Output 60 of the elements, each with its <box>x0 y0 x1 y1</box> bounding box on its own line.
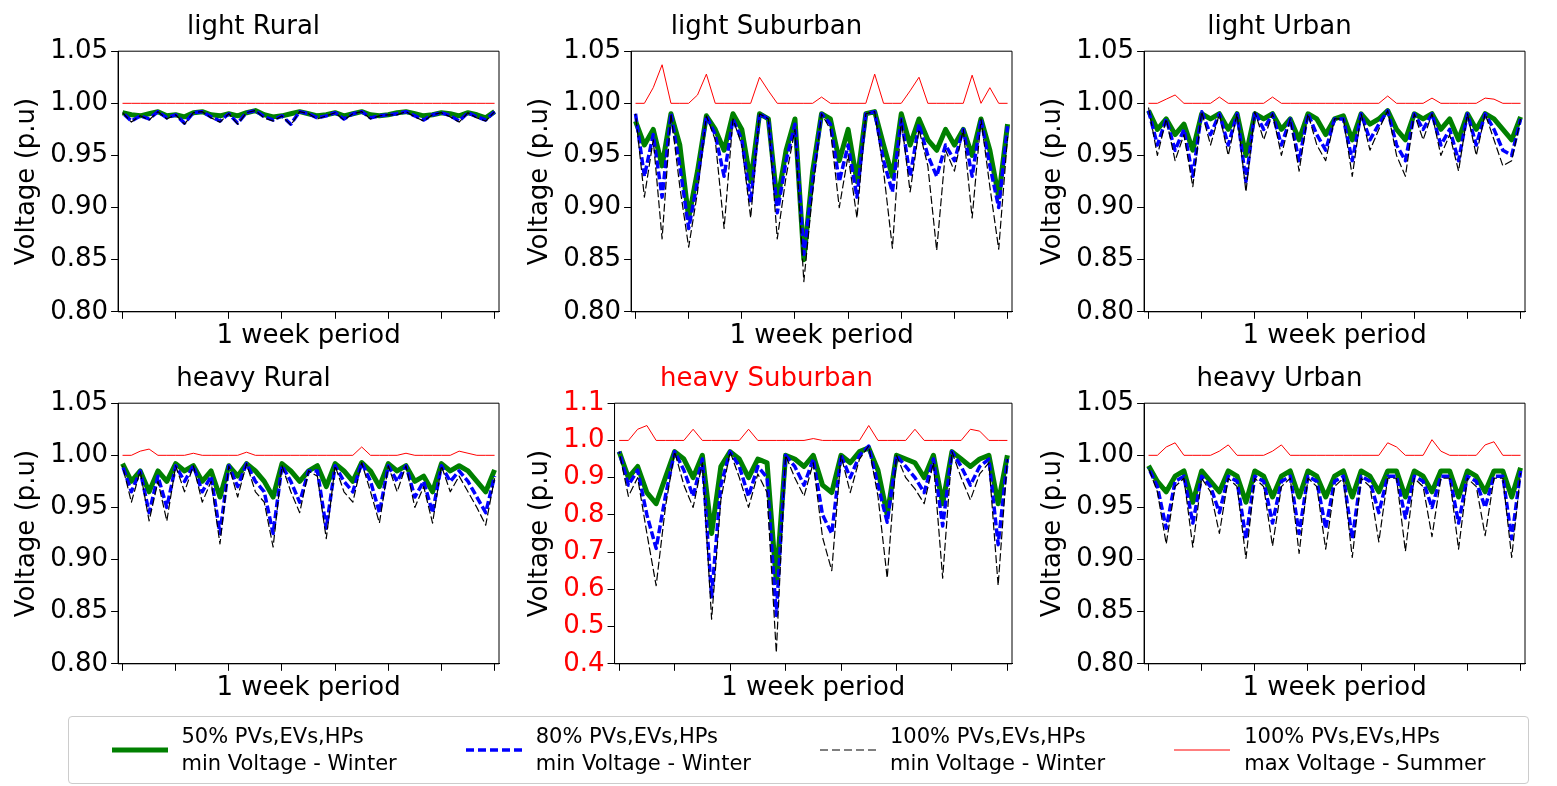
y-tick-label: 0.90 <box>1076 542 1135 573</box>
y-tick-label: 1.00 <box>1076 86 1135 117</box>
chart-title: light Urban <box>1207 10 1352 41</box>
legend-label: 80% PVs,EVs,HPs min Voltage - Winter <box>535 723 751 777</box>
y-tick-label: 0.9 <box>563 460 605 491</box>
y-axis-title: Voltage (p.u) <box>10 97 41 266</box>
y-tick-label: 0.7 <box>563 534 605 565</box>
y-tick-label: 0.85 <box>50 594 109 625</box>
y-tick-label: 0.95 <box>563 138 622 169</box>
y-tick-label: 0.85 <box>1076 242 1135 273</box>
y-axis-title: Voltage (p.u) <box>10 449 41 618</box>
y-tick-label: 0.4 <box>563 646 605 677</box>
chart-title: light Suburban <box>670 10 863 41</box>
y-axis-title: Voltage (p.u) <box>1036 449 1067 618</box>
y-tick-label: 0.95 <box>50 138 109 169</box>
x-axis-title: 1 week period <box>1242 319 1427 350</box>
y-axis-title: Voltage (p.u) <box>523 97 554 266</box>
legend-label: 100% PVs,EVs,HPs min Voltage - Winter <box>889 723 1106 777</box>
y-tick-label: 1.1 <box>563 385 605 416</box>
y-axis-title: Voltage (p.u) <box>1036 97 1067 266</box>
y-tick-label: 1.0 <box>563 423 605 454</box>
y-tick-label: 0.95 <box>1076 490 1135 521</box>
x-axis-title: 1 week period <box>216 319 401 350</box>
y-tick-label: 0.80 <box>50 646 109 677</box>
y-tick-label: 1.00 <box>563 86 622 117</box>
y-tick-label: 0.5 <box>563 609 605 640</box>
y-tick-label: 0.85 <box>563 242 622 273</box>
chart-title: heavy Urban <box>1196 362 1363 393</box>
x-axis-title: 1 week period <box>216 671 401 702</box>
legend-label: 50% PVs,EVs,HPs min Voltage - Winter <box>181 723 397 777</box>
y-tick-label: 1.05 <box>50 385 109 416</box>
chart-title: light Rural <box>186 10 321 41</box>
y-tick-label: 0.85 <box>50 242 109 273</box>
y-tick-label: 0.80 <box>50 294 109 325</box>
legend-label: 100% PVs,EVs,HPs max Voltage - Summer <box>1244 723 1486 777</box>
y-tick-label: 0.80 <box>1076 294 1135 325</box>
y-tick-label: 0.95 <box>1076 138 1135 169</box>
y-tick-label: 0.80 <box>563 294 622 325</box>
y-tick-label: 1.05 <box>1076 385 1135 416</box>
y-tick-label: 0.85 <box>1076 594 1135 625</box>
y-tick-label: 1.00 <box>50 86 109 117</box>
y-tick-label: 0.90 <box>50 542 109 573</box>
y-axis-title: Voltage (p.u) <box>523 449 554 618</box>
y-tick-label: 1.00 <box>1076 438 1135 469</box>
x-axis-title: 1 week period <box>1242 671 1427 702</box>
x-axis-title: 1 week period <box>721 671 906 702</box>
x-axis-title: 1 week period <box>729 319 914 350</box>
y-tick-label: 1.05 <box>50 33 109 64</box>
y-tick-label: 0.8 <box>563 497 605 528</box>
y-tick-label: 1.00 <box>50 438 109 469</box>
y-tick-label: 0.80 <box>1076 646 1135 677</box>
y-tick-label: 0.90 <box>1076 190 1135 221</box>
y-tick-label: 0.90 <box>50 190 109 221</box>
y-tick-label: 0.90 <box>563 190 622 221</box>
chart-title: heavy Suburban <box>659 362 874 393</box>
y-tick-label: 1.05 <box>563 33 622 64</box>
chart-title: heavy Rural <box>176 362 331 393</box>
y-tick-label: 0.95 <box>50 490 109 521</box>
y-tick-label: 0.6 <box>563 572 605 603</box>
y-tick-label: 1.05 <box>1076 33 1135 64</box>
